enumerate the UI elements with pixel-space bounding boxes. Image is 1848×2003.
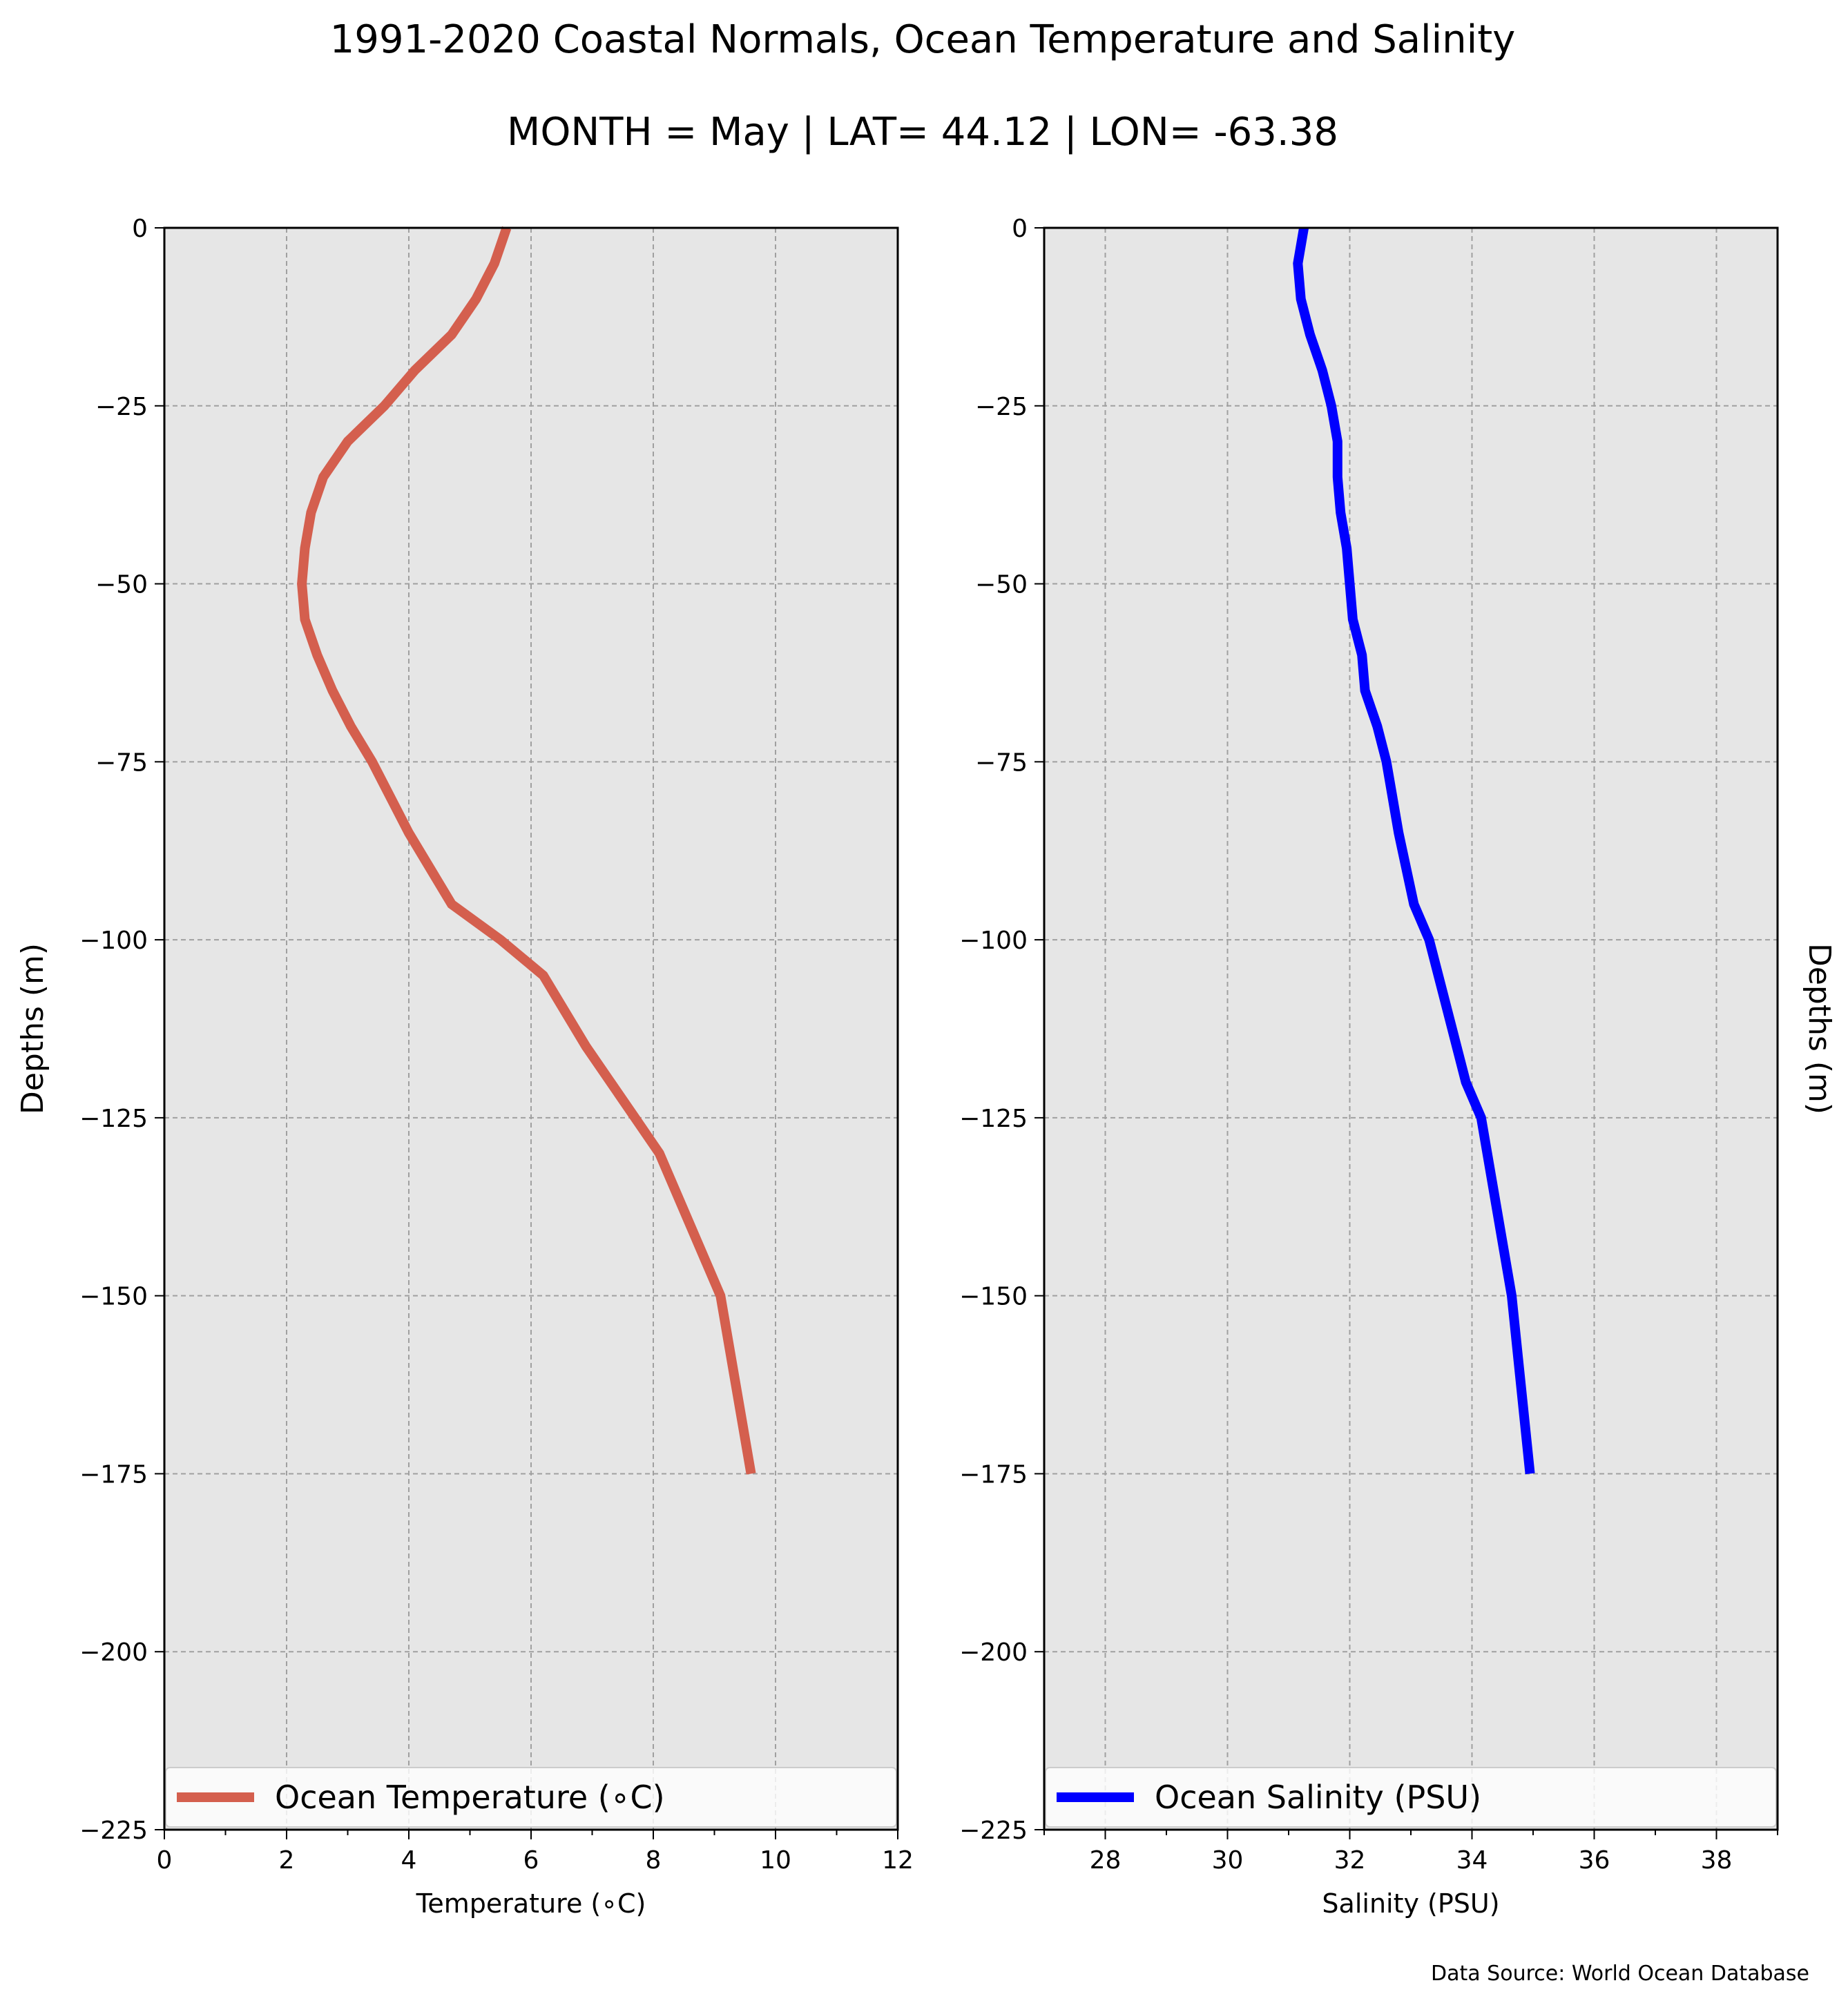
salinity-x-tick-label: 28 (1090, 1846, 1122, 1875)
salinity-y-tick-label: −50 (975, 571, 1028, 599)
temperature-legend-label: Ocean Temperature (∘C) (275, 1779, 665, 1816)
temperature-x-tick-label: 4 (401, 1846, 417, 1875)
salinity-y-tick-label: −100 (959, 927, 1028, 955)
temperature-x-tick-label: 8 (646, 1846, 662, 1875)
salinity-x-tick-label: 38 (1701, 1846, 1733, 1875)
temperature-x-tick-label: 0 (157, 1846, 173, 1875)
temperature-y-tick-label: 0 (132, 215, 148, 243)
temperature-y-tick-label: −50 (95, 571, 148, 599)
temperature-y-tick-label: −25 (95, 393, 148, 421)
temperature-y-tick-label: −175 (79, 1460, 148, 1489)
temperature-x-tick-label: 12 (882, 1846, 914, 1875)
temperature-y-tick-label: −225 (79, 1817, 148, 1845)
temperature-y-tick-label: −75 (95, 748, 148, 777)
temperature-y-tick-label: −100 (79, 927, 148, 955)
data-source-note: Data Source: World Ocean Database (1431, 1962, 1809, 1986)
temperature-y-tick-label: −200 (79, 1638, 148, 1667)
temperature-x-tick-label: 10 (760, 1846, 791, 1875)
salinity-legend-label: Ocean Salinity (PSU) (1155, 1779, 1481, 1816)
salinity-y-tick-label: 0 (1012, 215, 1028, 243)
chart-title: 1991-2020 Coastal Normals, Ocean Tempera… (330, 17, 1516, 62)
salinity-y-tick-label: −225 (959, 1817, 1028, 1845)
chart-subtitle: MONTH = May | LAT= 44.12 | LON= -63.38 (507, 110, 1338, 155)
salinity-x-tick-label: 30 (1212, 1846, 1244, 1875)
salinity-x-axis-label: Salinity (PSU) (1322, 1888, 1499, 1919)
temperature-y-tick-label: −125 (79, 1105, 148, 1133)
salinity-x-tick-label: 32 (1334, 1846, 1366, 1875)
temperature-series-line (297, 226, 756, 1475)
salinity-plot-area (1044, 228, 1778, 1830)
salinity-series-line (1293, 226, 1535, 1475)
salinity-y-tick-label: −200 (959, 1638, 1028, 1667)
temperature-x-axis-label: Temperature (∘C) (416, 1888, 646, 1919)
salinity-x-tick-label: 34 (1456, 1846, 1488, 1875)
salinity-y-axis-label: Depths (m) (1802, 943, 1837, 1114)
salinity-legend (1045, 1767, 1777, 1828)
temperature-y-tick-label: −150 (79, 1283, 148, 1311)
salinity-y-tick-label: −150 (959, 1283, 1028, 1311)
salinity-y-tick-label: −125 (959, 1105, 1028, 1133)
salinity-y-tick-label: −75 (975, 748, 1028, 777)
salinity-panel: Ocean Salinity (PSU) 28 30 32 34 36 38 0 −25 −50 −… (959, 215, 1837, 1919)
temperature-x-tick-label: 6 (523, 1846, 539, 1875)
temperature-panel: Ocean Temperature (∘C) 0 2 4 6 8 10 12 0 −25 −50 −7… (15, 215, 914, 1919)
salinity-y-tick-label: −175 (959, 1460, 1028, 1489)
temperature-y-axis-label: Depths (m) (15, 943, 50, 1114)
salinity-x-tick-label: 36 (1579, 1846, 1610, 1875)
salinity-y-tick-label: −25 (975, 393, 1028, 421)
temperature-x-tick-label: 2 (279, 1846, 295, 1875)
temperature-legend (165, 1767, 897, 1828)
